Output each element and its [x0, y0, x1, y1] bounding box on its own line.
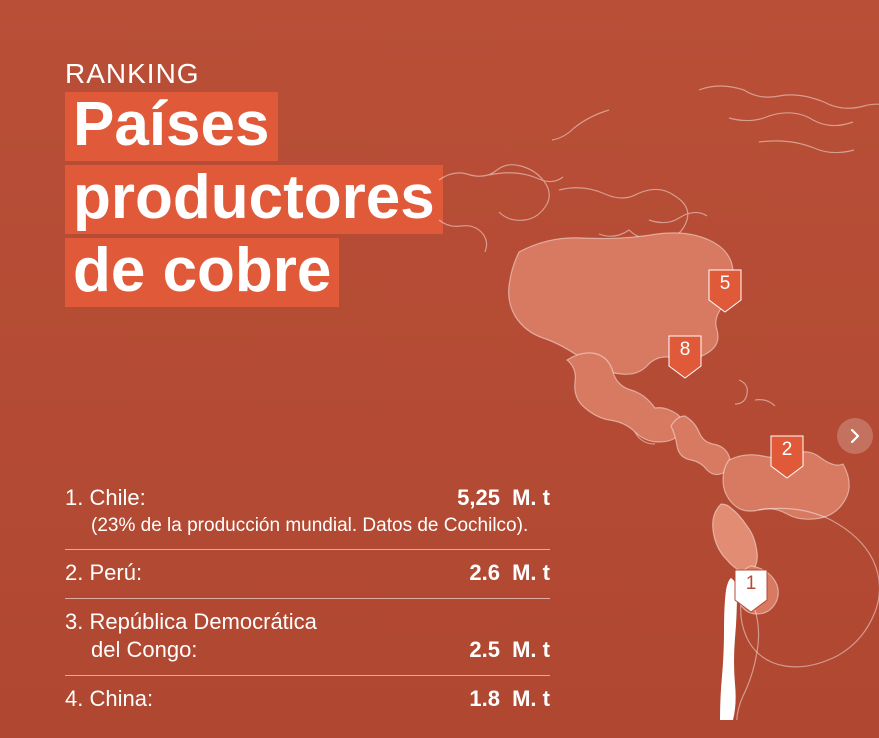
- map-marker-label: 5: [708, 273, 742, 295]
- ranking-list: 1. Chile: 5,25 M. t (23% de la producció…: [65, 475, 550, 724]
- ranking-row: 4. China: 1.8 M. t: [65, 676, 550, 724]
- chevron-right-icon: [848, 429, 862, 443]
- ranking-row: 2. Perú: 2.6 M. t: [65, 550, 550, 599]
- infographic-canvas: RANKING Países productores de cobre: [0, 0, 879, 738]
- rank-number: 3.: [65, 609, 83, 634]
- value: 2.6: [469, 560, 500, 585]
- country-name: China:: [89, 686, 153, 711]
- unit: M. t: [512, 686, 550, 711]
- ranking-row: 1. Chile: 5,25 M. t (23% de la producció…: [65, 475, 550, 550]
- ranking-row: 3. República Democrática del Congo: 2.5 …: [65, 599, 550, 676]
- subtitle: RANKING: [65, 58, 200, 90]
- unit: M. t: [512, 485, 550, 510]
- value: 2.5: [469, 637, 500, 662]
- rank-number: 4.: [65, 686, 83, 711]
- country-name: Perú:: [89, 560, 142, 585]
- row-note: (23% de la producción mundial. Datos de …: [65, 511, 550, 537]
- title-line-2: productores: [65, 165, 443, 234]
- map-marker-2: 2: [770, 435, 804, 479]
- unit: M. t: [512, 637, 550, 662]
- title-line-1: Países: [65, 92, 278, 161]
- map-marker-5: 5: [708, 269, 742, 313]
- value: 5,25: [457, 485, 500, 510]
- country-name: República Democrática: [89, 609, 316, 634]
- map-marker-label: 2: [770, 439, 804, 461]
- page-title: Países productores de cobre: [65, 92, 443, 311]
- map-marker-8: 8: [668, 335, 702, 379]
- country-name: Chile:: [89, 485, 145, 510]
- value: 1.8: [469, 686, 500, 711]
- rank-number: 1.: [65, 485, 83, 510]
- unit: M. t: [512, 560, 550, 585]
- map-marker-label: 1: [734, 573, 768, 595]
- map-marker-label: 8: [668, 339, 702, 361]
- rank-number: 2.: [65, 560, 83, 585]
- next-slide-button[interactable]: [837, 418, 873, 454]
- map-marker-1: 1: [734, 569, 768, 613]
- title-line-3: de cobre: [65, 238, 339, 307]
- country-name-cont: del Congo:: [65, 635, 197, 663]
